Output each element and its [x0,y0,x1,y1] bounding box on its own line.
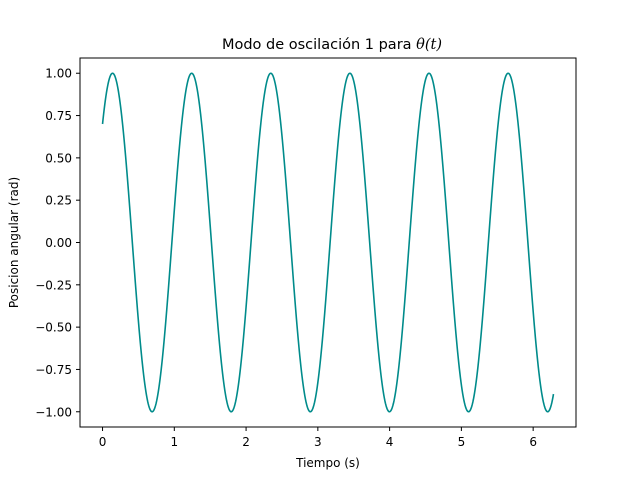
x-axis-label: Tiempo (s) [295,456,360,470]
axes-frame [79,57,577,428]
x-tick-label: 1 [170,435,178,449]
x-tick-label: 5 [458,435,466,449]
x-tick-label: 6 [529,435,537,449]
y-tick-label: 0.75 [45,109,72,123]
y-tick-label: 1.00 [45,67,72,81]
y-tick-label: −0.75 [35,363,72,377]
y-tick-label: 0.00 [45,236,72,250]
x-tick-label: 0 [99,435,107,449]
chart-title: Modo de oscilación 1 para θ(t) [222,37,442,53]
x-axis-ticks: 0 1 2 3 4 5 6 [99,427,537,449]
y-axis-ticks: −1.00 −0.75 −0.50 −0.25 0.00 0.25 0.50 0.75 1.00 [35,67,80,419]
y-tick-label: −0.25 [35,278,72,292]
y-tick-label: 0.25 [45,194,72,208]
series-line [101,72,555,413]
y-tick-label: −0.50 [35,321,72,335]
y-axis-label: Posicion angular (rad) [7,177,21,308]
x-tick-label: 3 [314,435,322,449]
y-tick-label: 0.50 [45,151,72,165]
y-tick-label: −1.00 [35,405,72,419]
plot-area [101,72,555,413]
x-tick-label: 2 [242,435,250,449]
x-tick-label: 4 [386,435,394,449]
